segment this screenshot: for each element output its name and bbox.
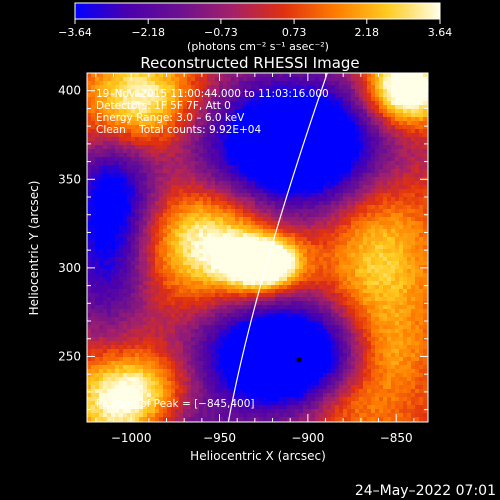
x-axis-label: Heliocentric X (arcsec) xyxy=(190,449,326,463)
annotation-detectors: Detectors: 1F 5F 7F, Att 0 xyxy=(96,100,231,112)
colorbar-ticks: −3.64 −2.18 −0.73 0.73 2.18 3.64 xyxy=(58,19,452,39)
annotation-clean: Clean Total counts: 9.92E+04 xyxy=(96,124,261,136)
annotation-energy: Energy Range: 3.0 – 6.0 keV xyxy=(96,112,245,124)
annotation-time: 19–Nov–2015 11:00:44.000 to 11:03:16.000 xyxy=(96,88,329,100)
chart-title: Reconstructed RHESSI Image xyxy=(140,54,359,72)
plot-frame xyxy=(86,72,429,423)
y-tick-label: 250 xyxy=(58,349,81,363)
solar-limb-curve xyxy=(227,73,328,422)
colorbar-tick-label: −3.64 xyxy=(58,26,92,39)
colorbar-tick-label: 3.64 xyxy=(428,26,453,39)
axis-ticks: −1000 −950 −900 −850 250 300 350 400 xyxy=(58,72,428,445)
y-axis-label: Heliocentric Y (arcsec) xyxy=(27,181,41,316)
colorbar-tick-label: −0.73 xyxy=(204,26,238,39)
colorbar-tick-label: 2.18 xyxy=(355,26,380,39)
heatmap-image xyxy=(87,73,428,422)
x-tick-label: −850 xyxy=(380,431,413,445)
y-tick-label: 400 xyxy=(58,84,81,98)
x-tick-label: −1000 xyxy=(111,431,152,445)
y-tick-label: 300 xyxy=(58,261,81,275)
x-tick-label: −900 xyxy=(291,431,324,445)
colorbar-tick-label: 0.73 xyxy=(282,26,307,39)
footer-date: 24–May–2022 07:01 xyxy=(355,483,496,499)
peak-marker xyxy=(296,357,302,363)
annotation-peak: Position of Peak = [−845,400] xyxy=(96,398,255,410)
colorbar xyxy=(74,2,441,20)
y-tick-label: 350 xyxy=(58,172,81,186)
colorbar-tick-label: −2.18 xyxy=(131,26,165,39)
colorbar-unit-label: (photons cm⁻² s⁻¹ asec⁻²) xyxy=(187,40,329,53)
x-tick-label: −950 xyxy=(203,431,236,445)
